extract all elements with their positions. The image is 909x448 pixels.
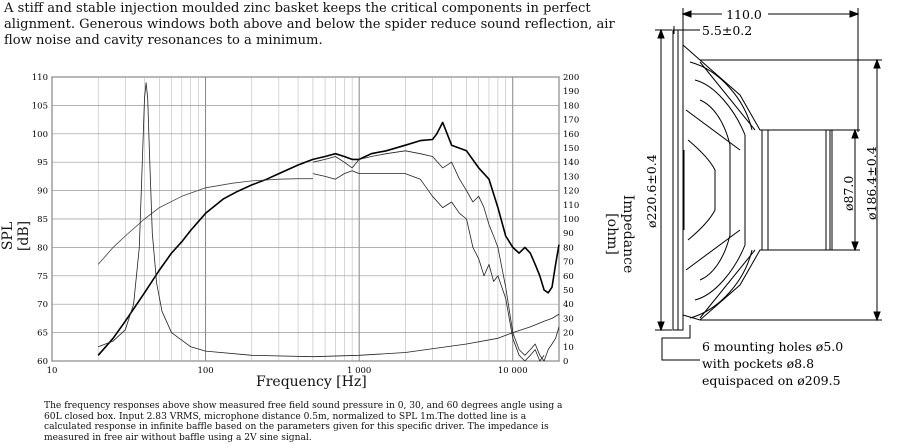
y2-tick-label: 50 <box>563 286 574 296</box>
y2-tick-label: 70 <box>563 258 574 268</box>
y2-tick-label: 180 <box>563 101 579 111</box>
dim-cutout: ø186.4±0.4 <box>864 146 879 220</box>
y2-tick-label: 30 <box>563 314 574 324</box>
y2-tick-label: 160 <box>563 130 579 140</box>
y-tick-label: 110 <box>32 73 48 83</box>
description-text: A stiff and stable injection moulded zin… <box>4 1 615 48</box>
y2-tick-label: 130 <box>563 172 579 182</box>
y-tick-label: 80 <box>37 243 48 253</box>
y2-tick-label: 140 <box>563 158 579 168</box>
series-line-4 <box>97 178 313 265</box>
y-tick-label: 95 <box>37 158 48 168</box>
y2-tick-label: 150 <box>563 144 579 154</box>
series-line-1 <box>97 121 560 356</box>
y-tick-label: 90 <box>37 187 48 197</box>
x-tick-label: 100 <box>197 366 213 376</box>
y-tick-label: 75 <box>37 272 48 282</box>
y2-tick-label: 170 <box>563 116 579 126</box>
y-tick-label: 105 <box>32 101 48 111</box>
y2-tick-label: 0 <box>563 357 568 367</box>
dim-flange: 5.5±0.2 <box>702 23 752 38</box>
y2-tick-label: 40 <box>563 300 574 310</box>
y2-tick-label: 120 <box>563 187 579 197</box>
mounting-note-2: with pockets ø8.8 <box>702 356 814 371</box>
y-tick-label: 70 <box>37 300 48 310</box>
dim-outer: ø220.6±0.4 <box>644 154 659 228</box>
y-tick-label: 85 <box>37 215 48 225</box>
series-line-5 <box>98 82 560 358</box>
y2-tick-label: 200 <box>563 73 579 83</box>
chart-ticks: 60 65 70 75 80 85 90 95 100 105 110 0 10 20 30 40 50 60 70… <box>32 73 579 376</box>
series-line-2 <box>312 150 560 362</box>
dim-depth-label: 110.0 <box>726 7 762 22</box>
x-axis-title: Frequency [Hz] <box>256 374 367 390</box>
y2-tick-label: 80 <box>563 243 574 253</box>
mounting-note-1: 6 mounting holes ø5.0 <box>702 339 843 354</box>
y2-tick-label: 90 <box>563 229 574 239</box>
y-tick-label: 100 <box>32 130 48 140</box>
y2-tick-label: 10 <box>563 343 574 353</box>
y-tick-label: 65 <box>37 329 48 339</box>
x-tick-label: 1 000 <box>347 366 371 376</box>
y2-tick-label: 100 <box>563 215 579 225</box>
y2-tick-label: 20 <box>563 329 574 339</box>
chart-grid <box>51 76 560 362</box>
y2-tick-label: 190 <box>563 87 579 97</box>
x-tick-label: 10 000 <box>498 366 528 376</box>
chart-series <box>97 82 560 362</box>
y-tick-label: 60 <box>37 357 48 367</box>
chart-caption: The frequency responses above show measu… <box>44 401 563 444</box>
x-tick-label: 10 <box>47 366 58 376</box>
mounting-note-3: equispaced on ø209.5 <box>702 373 841 388</box>
series-line-3 <box>312 170 545 362</box>
y2-tick-label: 60 <box>563 272 574 282</box>
dim-magnet: ø87.0 <box>841 176 856 211</box>
y2-tick-label: 110 <box>563 201 579 211</box>
